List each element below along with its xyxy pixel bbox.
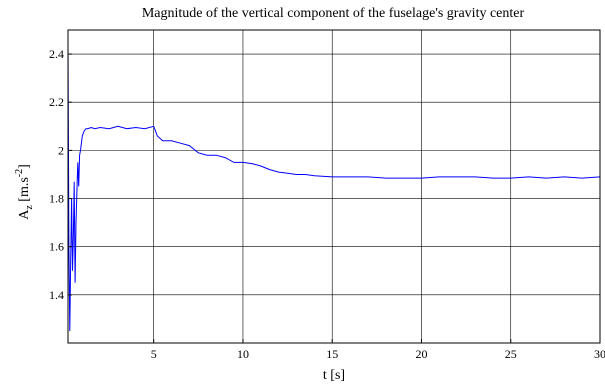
chart-title: Magnitude of the vertical component of t… xyxy=(142,6,525,21)
y-tick-label: 1.4 xyxy=(49,288,64,302)
plot-lines xyxy=(67,41,601,332)
y-axis-label-superscript: -2 xyxy=(14,169,25,177)
x-tick-label: 15 xyxy=(326,347,338,361)
y-axis-label-unit-suffix: ] xyxy=(17,164,32,169)
y-tick-label: 1.8 xyxy=(49,192,64,206)
plot-area-frame xyxy=(67,29,601,344)
grid xyxy=(68,30,600,343)
x-tick-label: 20 xyxy=(415,347,427,361)
ticks: 5 10 15 20 25 30 1.4 1.6 1.8 2 2.2 2.4 xyxy=(49,47,605,361)
y-tick-label: 2.4 xyxy=(49,47,64,61)
x-tick-label: 25 xyxy=(505,347,517,361)
x-tick-label: 5 xyxy=(151,347,157,361)
y-axis-label-subscript: z xyxy=(24,205,35,210)
y-axis-label-unit-prefix: [m.s xyxy=(17,177,32,205)
x-axis-label: t [s] xyxy=(323,368,345,383)
y-axis-label-base: A xyxy=(17,209,32,220)
y-tick-label: 1.6 xyxy=(49,240,64,254)
y-axis-label: Az [m.s-2] xyxy=(14,164,35,220)
series-line xyxy=(67,41,601,332)
x-tick-label: 30 xyxy=(594,347,605,361)
y-tick-label: 2.2 xyxy=(49,95,64,109)
x-tick-label: 10 xyxy=(237,347,249,361)
y-tick-label: 2 xyxy=(58,143,64,157)
